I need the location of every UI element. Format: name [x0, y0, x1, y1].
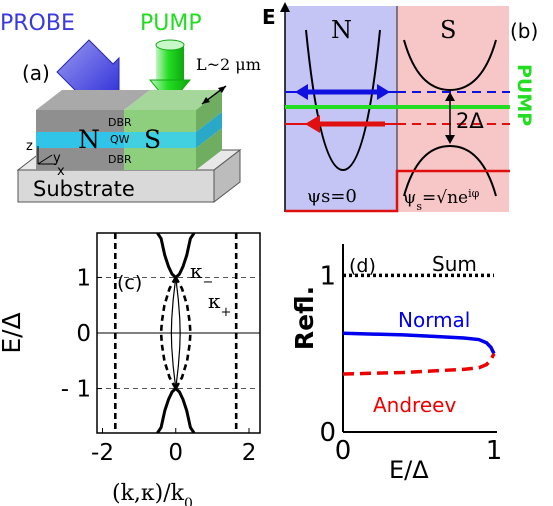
andreev-label: Andreev: [373, 393, 456, 417]
kappa-plus-label: κ+: [208, 289, 231, 320]
c-dispersion-curve: [156, 387, 177, 433]
region-n-label: N: [78, 125, 100, 154]
d-y-tick-label: 0: [319, 418, 336, 448]
d-x-tick-label: 1: [486, 436, 503, 466]
panel-c-label: (c): [117, 272, 142, 294]
c-y-axis-label: E/Δ: [0, 312, 26, 353]
normal-label: Normal: [398, 308, 470, 332]
dbr-bottom-label: DBR: [108, 153, 132, 166]
c-dispersion-curve: [174, 233, 196, 279]
panel-a-label: (a): [22, 61, 50, 85]
gap-label: 2Δ: [456, 109, 484, 133]
d-y-tick-label: 1: [319, 261, 336, 291]
psi-n-label: ψs=0: [307, 186, 357, 207]
c-y-tick-label: - 1: [61, 377, 91, 403]
d-x-tick-label: 0: [335, 436, 352, 466]
order-parameter-step: [285, 169, 510, 213]
energy-axis-label: E: [262, 5, 276, 29]
c-dispersion-curve: [175, 277, 181, 389]
gap-double-arrow: [445, 92, 455, 144]
d-series-normal: [342, 331, 496, 355]
probe-label: PROBE: [0, 11, 75, 36]
d-series-group: [342, 273, 496, 376]
c-x-axis-label: (k,κ)/k0: [112, 481, 193, 506]
d-series-andreev: [342, 352, 496, 376]
c-x-tick-label: 2: [242, 440, 257, 466]
b-pump-label: PUMP: [513, 64, 535, 126]
b-region-s-label: S: [440, 16, 456, 44]
c-dispersion-curve: [174, 387, 196, 433]
incident-double-arrow: [295, 84, 390, 100]
panel-d: 0 1 0 1 (d) Sum Normal Andreev E/Δ Refl.: [290, 244, 502, 484]
c-x-tick-label: 0: [168, 440, 183, 466]
energy-axis-arrow: [280, 2, 290, 212]
panel-b-label: (b): [510, 19, 538, 43]
axis-x-label: x: [57, 164, 65, 179]
dbr-top-label: DBR: [108, 116, 132, 129]
c-dispersion-curve: [170, 277, 177, 389]
n-dispersion-curve: [305, 29, 381, 172]
length-label: L~2 μm: [196, 55, 261, 74]
pump-label: PUMP: [140, 11, 202, 36]
device-stack: [36, 90, 222, 170]
panel-b: E N S (b) 2Δ PU: [262, 2, 538, 213]
c-tick-labels: -2 0 2 1 0 - 1: [61, 265, 257, 466]
axis-z-label: z: [26, 139, 33, 154]
s-upper-band: [403, 39, 497, 92]
c-y-tick-label: 0: [76, 321, 91, 347]
d-y-axis-label: Refl.: [290, 286, 319, 350]
c-reference-lines: [97, 276, 260, 390]
kappa-minus-label: κ−: [190, 259, 213, 290]
sum-label: Sum: [432, 252, 477, 276]
region-s-label: S: [144, 125, 161, 154]
qw-label: QW: [110, 133, 130, 146]
c-curves: [114, 233, 238, 433]
d-tick-labels: 0 1 0 1: [319, 261, 502, 466]
panel-a: PROBE PUMP (a) L~2 μm Substrate: [0, 11, 261, 204]
axis-y-label: y: [53, 151, 61, 166]
d-x-axis-label: E/Δ: [389, 456, 429, 484]
panel-c: -2 0 2 1 0 - 1 (c) κ− κ+ (k,κ)/k0 E/Δ: [0, 232, 261, 506]
c-dispersion-curve: [156, 233, 177, 279]
substrate-label: Substrate: [33, 177, 135, 201]
reflected-arrow: [305, 115, 385, 133]
c-x-tick-label: -2: [91, 440, 114, 466]
coordinate-axes: [37, 146, 56, 165]
b-region-n-label: N: [331, 16, 352, 44]
length-dimension-arrow: [201, 85, 227, 105]
c-series-group: [114, 233, 238, 433]
c-y-tick-label: 1: [76, 265, 91, 291]
panel-d-label: (d): [349, 255, 376, 277]
